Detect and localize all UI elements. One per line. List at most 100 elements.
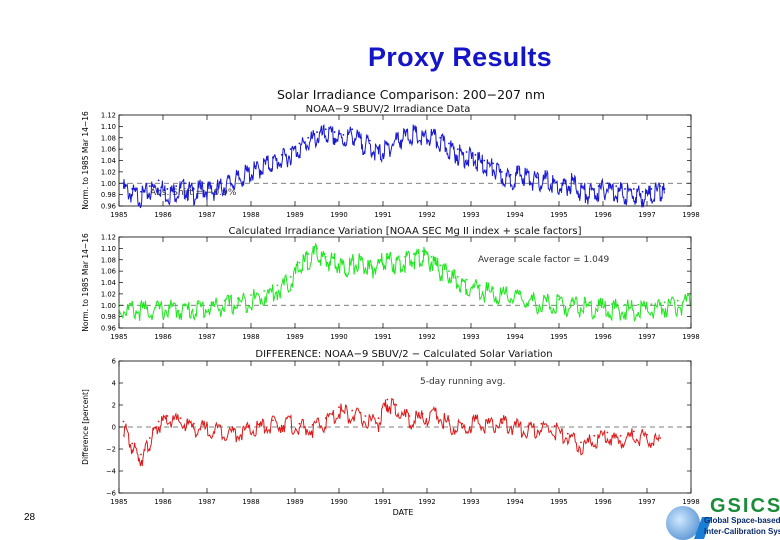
data-point: [368, 139, 371, 142]
x-tick-label: 1996: [594, 333, 611, 341]
data-point: [307, 253, 310, 255]
data-point: [676, 299, 679, 302]
series-line: [122, 397, 660, 467]
slide-title: Proxy Results: [368, 42, 552, 72]
y-tick-label: 0.98: [101, 191, 116, 199]
x-tick-label: 1997: [638, 211, 655, 219]
data-point: [236, 173, 239, 176]
x-tick-label: 1993: [462, 498, 479, 506]
data-point: [276, 284, 279, 287]
data-point: [650, 303, 653, 306]
data-point: [285, 417, 288, 420]
x-tick-label: 1995: [550, 333, 567, 341]
panels: NOAA−9 SBUV/2 Irradiance Data 0.96 0.98 1.0…: [81, 104, 700, 506]
x-tick-label: 1998: [682, 333, 699, 341]
x-tick-label: 1985: [110, 333, 127, 341]
x-tick-label: 1995: [550, 211, 567, 219]
data-point: [118, 303, 120, 306]
data-point: [201, 182, 204, 185]
data-point: [351, 128, 354, 131]
chart-panel-3: DIFFERENCE: NOAA−9 SBUV/2 − Calculated S…: [81, 349, 700, 506]
x-tick-label: 1997: [638, 498, 655, 506]
data-point: [298, 422, 301, 425]
y-tick-label: 1.12: [101, 234, 116, 242]
data-point: [351, 258, 354, 261]
y-tick-label: −6: [106, 490, 116, 498]
data-point: [395, 404, 398, 406]
data-point: [553, 179, 556, 182]
data-point: [166, 415, 169, 417]
y-tick-label: 1.06: [101, 146, 116, 154]
data-point: [624, 303, 626, 306]
slide-number: 28: [24, 512, 36, 523]
data-point: [148, 185, 151, 187]
panel-title: DIFFERENCE: NOAA−9 SBUV/2 − Calculated S…: [255, 349, 552, 360]
x-tick-label: 1985: [110, 211, 127, 219]
data-point: [254, 165, 257, 168]
panel-title: Calculated Irradiance Variation [NOAA SE…: [228, 226, 581, 237]
data-point: [333, 131, 336, 133]
y-tick-label: 1.12: [101, 112, 116, 120]
data-point: [439, 264, 442, 267]
x-tick-label: 1993: [462, 211, 479, 219]
data-point: [430, 131, 433, 133]
data-point: [157, 179, 160, 182]
y-tick-label: 1.10: [101, 123, 116, 131]
y-tick-label: 1.02: [101, 290, 116, 298]
data-point: [553, 425, 556, 427]
x-tick-label: 1989: [286, 333, 303, 341]
data-point: [544, 173, 547, 176]
data-point: [206, 423, 208, 426]
logo-tagline-1: Global Space-based: [704, 516, 780, 525]
x-tick-label: 1987: [198, 498, 215, 506]
data-point: [540, 422, 543, 425]
data-point: [478, 284, 481, 287]
data-point: [386, 253, 389, 255]
data-point: [324, 417, 327, 420]
y-tick-label: −2: [106, 446, 116, 454]
data-point: [606, 182, 609, 185]
logo-tagline-2: Inter-Calibration System: [704, 527, 780, 536]
data-point: [456, 148, 459, 151]
data-point: [289, 148, 292, 151]
data-point: [364, 415, 367, 417]
y-tick-label: 1.00: [101, 302, 116, 310]
data-point: [289, 275, 292, 278]
data-point: [140, 453, 142, 456]
data-point: [641, 190, 644, 193]
data-point: [461, 422, 464, 425]
data-point: [500, 170, 503, 173]
data-point: [192, 188, 195, 190]
y-tick-label: 1.00: [101, 180, 116, 188]
x-tick-label: 1997: [638, 333, 655, 341]
data-point: [500, 418, 503, 421]
y-tick-label: 1.08: [101, 134, 116, 142]
data-point: [646, 433, 648, 436]
data-point: [170, 303, 173, 306]
data-point: [263, 290, 266, 292]
x-tick-label: 1994: [506, 211, 523, 219]
x-tick-label: 1992: [418, 498, 435, 506]
data-point: [624, 188, 626, 190]
data-point: [659, 437, 662, 439]
data-point: [122, 420, 125, 423]
data-point: [263, 159, 266, 162]
data-point: [245, 426, 248, 428]
data-point: [571, 299, 574, 302]
data-point: [421, 412, 424, 415]
data-point: [412, 253, 415, 255]
y-tick-label: 4: [112, 380, 116, 388]
data-point: [377, 148, 380, 151]
data-point: [558, 298, 560, 301]
x-tick-label: 1996: [594, 211, 611, 219]
data-point: [580, 185, 582, 187]
y-tick-label: 1.08: [101, 256, 116, 264]
data-point: [386, 398, 389, 401]
logo-wordmark: GSICS: [710, 495, 780, 517]
data-point: [597, 185, 600, 187]
data-point: [505, 290, 508, 292]
x-tick-label: 1986: [154, 498, 171, 506]
x-tick-label: 1992: [418, 333, 435, 341]
data-point: [632, 430, 635, 433]
